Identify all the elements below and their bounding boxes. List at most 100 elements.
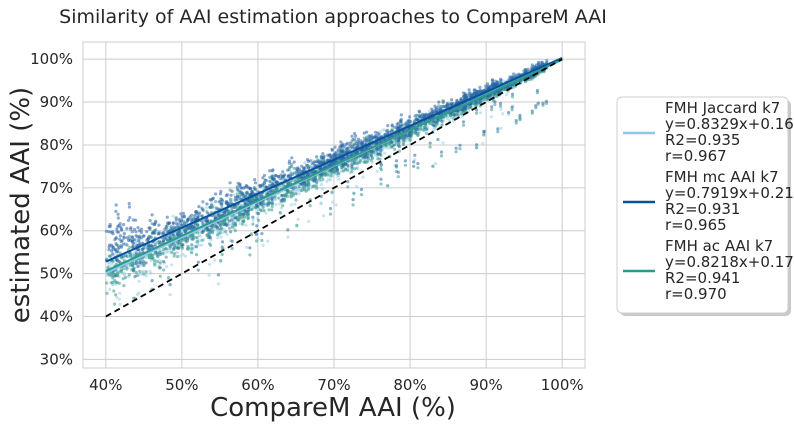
scatter-point <box>308 172 313 176</box>
scatter-point <box>406 132 410 136</box>
scatter-point <box>113 274 117 278</box>
scatter-point <box>330 190 334 194</box>
scatter-point <box>127 205 131 209</box>
scatter-point <box>158 240 162 245</box>
scatter-point <box>193 213 197 217</box>
scatter-point <box>108 287 112 292</box>
scatter-point <box>248 187 252 191</box>
scatter-point <box>350 170 354 174</box>
scatter-point <box>402 142 406 147</box>
scatter-point <box>104 229 108 233</box>
scatter-point <box>460 114 464 119</box>
scatter-point <box>254 232 259 236</box>
scatter-point <box>277 196 281 200</box>
scatter-point <box>225 232 229 236</box>
scatter-point <box>233 229 237 233</box>
scatter-point <box>164 250 168 254</box>
scatter-point <box>431 110 435 114</box>
scatter-point <box>245 213 249 217</box>
scatter-point <box>223 211 227 215</box>
scatter-point <box>155 251 159 255</box>
scatter-point <box>290 156 294 160</box>
scatter-point <box>239 190 243 194</box>
scatter-point <box>386 184 390 188</box>
scatter-point <box>404 121 408 125</box>
scatter-point <box>158 266 162 270</box>
x-axis-label: CompareM AAI (%) <box>210 393 456 423</box>
scatter-point <box>137 279 141 283</box>
scatter-point <box>292 160 296 164</box>
scatter-point <box>111 245 115 249</box>
scatter-point <box>306 159 310 163</box>
scatter-point <box>534 63 539 67</box>
scatter-point <box>370 149 374 153</box>
scatter-point <box>367 134 371 138</box>
scatter-point <box>416 118 420 122</box>
scatter-point <box>229 230 233 234</box>
scatter-point <box>123 276 128 280</box>
scatter-point <box>518 118 522 122</box>
scatter-point <box>180 246 184 250</box>
chart-title: Similarity of AAI estimation approaches … <box>59 6 607 28</box>
scatter-point <box>261 243 265 247</box>
scatter-point <box>306 172 310 176</box>
scatter-point <box>115 295 119 299</box>
scatter-point <box>343 167 347 171</box>
scatter-point <box>341 169 345 173</box>
scatter-point <box>459 111 464 115</box>
scatter-point <box>296 187 300 191</box>
scatter-point <box>109 230 113 234</box>
scatter-point <box>329 168 333 173</box>
legend-label: r=0.965 <box>665 216 727 234</box>
scatter-point <box>224 230 228 234</box>
scatter-point <box>241 215 245 219</box>
scatter-point <box>138 261 142 265</box>
scatter-point <box>195 239 200 244</box>
scatter-point <box>134 270 138 274</box>
scatter-point <box>270 204 274 209</box>
scatter-point <box>150 279 154 283</box>
scatter-point <box>337 171 341 175</box>
scatter-point <box>408 138 412 142</box>
scatter-point <box>403 159 407 163</box>
scatter-point <box>255 224 259 228</box>
legend-label: R2=0.931 <box>665 200 740 218</box>
scatter-point <box>161 247 166 251</box>
scatter-point <box>111 252 115 256</box>
scatter-point <box>149 243 153 247</box>
scatter-point <box>151 231 155 235</box>
scatter-point <box>287 161 291 165</box>
scatter-point <box>354 134 358 138</box>
scatter-point <box>241 222 245 226</box>
scatter-point <box>197 205 201 209</box>
scatter-point <box>228 181 232 185</box>
legend-box <box>616 96 789 314</box>
scatter-point <box>264 211 268 215</box>
scatter-point <box>251 218 255 222</box>
scatter-point <box>200 230 204 234</box>
scatter-point <box>319 182 323 187</box>
scatter-point <box>281 170 285 174</box>
scatter-point <box>158 252 162 257</box>
scatter-point <box>180 215 184 219</box>
scatter-point <box>501 112 505 116</box>
scatter-point <box>221 230 225 235</box>
scatter-point <box>385 129 389 133</box>
reference-line-group <box>105 58 563 318</box>
scatter-point <box>474 104 478 108</box>
scatter-point <box>381 128 385 132</box>
scatter-point <box>196 215 200 219</box>
scatter-point <box>270 198 274 202</box>
scatter-point <box>478 101 482 105</box>
scatter-point <box>528 75 532 79</box>
scatter-point <box>499 78 503 82</box>
scatter-point <box>113 302 117 306</box>
scatter-point <box>107 273 111 277</box>
scatter-point <box>264 185 268 189</box>
scatter-point <box>207 273 211 277</box>
scatter-point <box>232 205 236 209</box>
scatter-point <box>312 178 316 182</box>
scatter-point <box>393 147 397 151</box>
scatter-point <box>173 252 177 256</box>
scatter-point <box>139 227 144 231</box>
